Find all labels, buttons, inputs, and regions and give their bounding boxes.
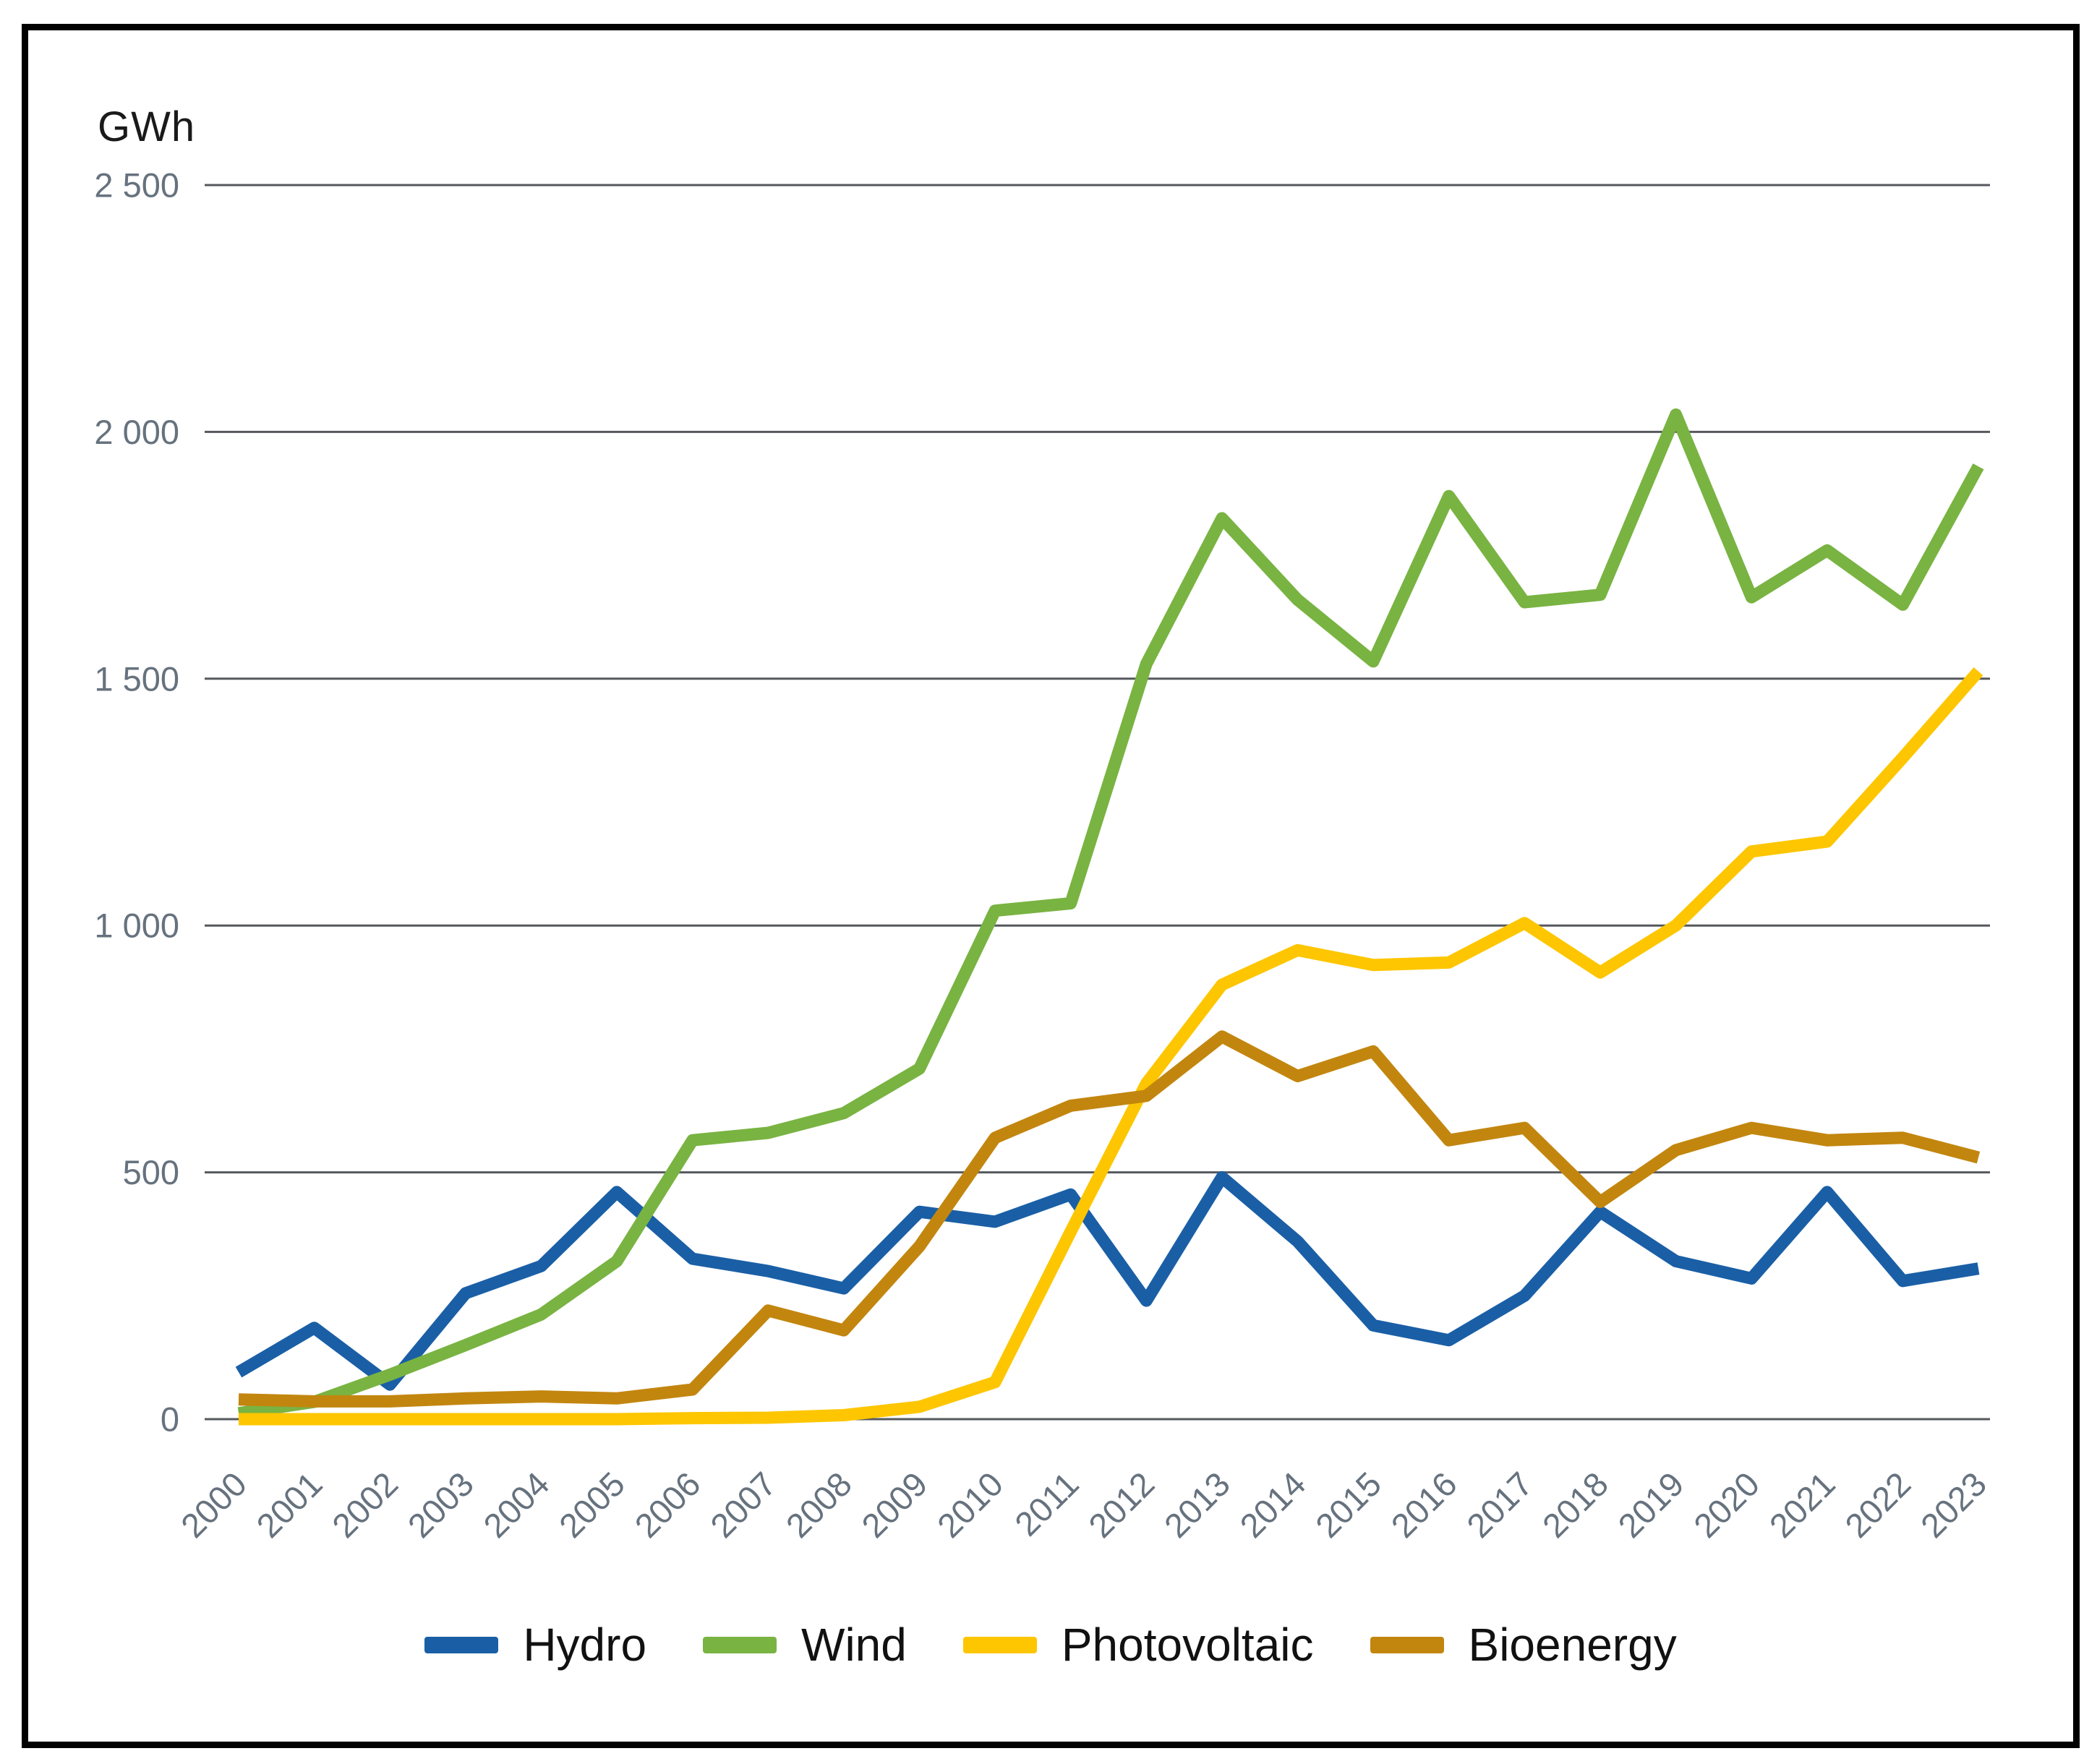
x-tick-label-2000: 2000 xyxy=(174,1465,254,1545)
series-line-photovoltaic xyxy=(239,667,1983,1426)
y-tick-label-2500: 2 500 xyxy=(94,166,179,204)
x-tick-label-2017: 2017 xyxy=(1459,1465,1539,1545)
x-tick-label-2009: 2009 xyxy=(854,1465,934,1545)
x-tick-label-2012: 2012 xyxy=(1081,1465,1161,1545)
legend-label-wind: Wind xyxy=(801,1619,907,1671)
legend-swatch-wind xyxy=(703,1636,777,1653)
x-tick-label-2002: 2002 xyxy=(325,1465,405,1545)
y-axis-unit-label: GWh xyxy=(98,103,196,150)
series-line-bioenergy xyxy=(238,1030,1981,1408)
x-tick-label-2020: 2020 xyxy=(1686,1465,1767,1545)
legend-label-photovoltaic: Photovoltaic xyxy=(1061,1619,1314,1671)
legend-item-bioenergy: Bioenergy xyxy=(1370,1618,1677,1671)
y-tick-label-1000: 1 000 xyxy=(94,907,179,945)
x-tick-label-2006: 2006 xyxy=(627,1465,707,1545)
legend-item-wind: Wind xyxy=(703,1618,907,1671)
series-line-hydro xyxy=(235,1170,1980,1391)
x-tick-label-2004: 2004 xyxy=(476,1465,556,1545)
x-tick-label-2022: 2022 xyxy=(1837,1465,1918,1545)
x-tick-label-2023: 2023 xyxy=(1913,1465,1994,1545)
legend-swatch-bioenergy xyxy=(1370,1636,1444,1653)
x-tick-label-2018: 2018 xyxy=(1535,1465,1615,1545)
x-tick-label-2010: 2010 xyxy=(930,1465,1010,1545)
legend-label-bioenergy: Bioenergy xyxy=(1468,1619,1677,1671)
x-tick-label-2008: 2008 xyxy=(779,1465,859,1545)
y-tick-label-2000: 2 000 xyxy=(94,413,179,451)
x-tick-label-2019: 2019 xyxy=(1610,1465,1691,1545)
y-tick-label-500: 500 xyxy=(123,1153,179,1191)
x-tick-label-2007: 2007 xyxy=(703,1465,783,1545)
x-tick-label-2014: 2014 xyxy=(1232,1465,1312,1545)
legend-label-hydro: Hydro xyxy=(523,1619,647,1671)
legend-item-hydro: Hydro xyxy=(424,1618,646,1671)
y-tick-label-1500: 1 500 xyxy=(94,659,179,698)
x-tick-label-2021: 2021 xyxy=(1761,1465,1842,1545)
x-tick-label-2001: 2001 xyxy=(249,1465,329,1545)
x-tick-label-2011: 2011 xyxy=(1007,1465,1086,1544)
chart-legend: Hydro Wind Photovoltaic Bioenergy xyxy=(28,1618,2073,1671)
legend-item-photovoltaic: Photovoltaic xyxy=(962,1618,1314,1671)
y-tick-label-0: 0 xyxy=(161,1400,179,1438)
chart-frame: GWh Hydro Wind Photovoltaic Bioenergy xyxy=(22,24,2080,1748)
series-line-wind xyxy=(237,408,1984,1420)
x-tick-label-2015: 2015 xyxy=(1308,1465,1388,1545)
legend-swatch-hydro xyxy=(424,1636,499,1653)
legend-swatch-photovoltaic xyxy=(962,1636,1037,1653)
x-tick-label-2016: 2016 xyxy=(1383,1465,1464,1545)
x-tick-label-2013: 2013 xyxy=(1157,1465,1237,1545)
x-tick-label-2003: 2003 xyxy=(400,1465,480,1545)
x-tick-label-2005: 2005 xyxy=(552,1465,632,1545)
